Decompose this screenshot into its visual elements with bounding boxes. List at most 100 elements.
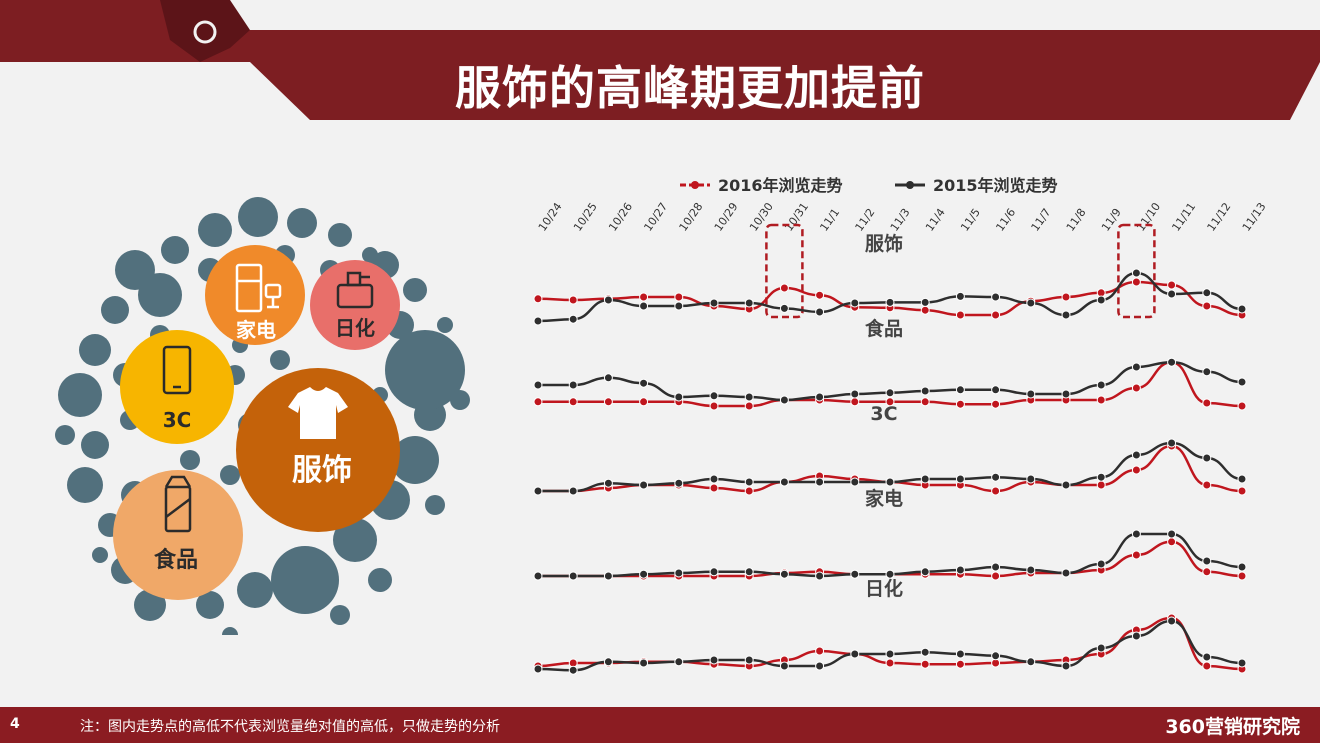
x-tick-label: 11/3 [888, 206, 913, 234]
data-point [603, 397, 613, 407]
decorative-dot [55, 425, 75, 445]
data-point [1061, 292, 1071, 302]
decorative-dot [220, 465, 240, 485]
data-point [920, 305, 930, 315]
data-point [744, 392, 754, 402]
data-point [850, 649, 860, 659]
data-point [850, 298, 860, 308]
data-point [603, 571, 613, 581]
decorative-dot [198, 213, 232, 247]
data-point [1202, 652, 1212, 662]
data-point [1202, 367, 1212, 377]
data-point [1237, 562, 1247, 572]
data-point [744, 401, 754, 411]
data-point [815, 661, 825, 671]
decorative-dot [287, 208, 317, 238]
data-point [639, 569, 649, 579]
decorative-dots [55, 197, 470, 635]
x-tick-label: 11/6 [993, 206, 1018, 234]
decorative-dot [270, 350, 290, 370]
chart-panel: 家电 [533, 487, 1247, 581]
data-point [533, 571, 543, 581]
decorative-dot [67, 467, 103, 503]
data-point [885, 388, 895, 398]
decorative-dot [180, 450, 200, 470]
data-point [1096, 643, 1106, 653]
page-number: 4 [10, 716, 20, 732]
decorative-dot [101, 296, 129, 324]
data-point [1026, 657, 1036, 667]
data-point [920, 297, 930, 307]
data-point [1202, 301, 1212, 311]
data-point [955, 291, 965, 301]
data-point [674, 657, 684, 667]
x-tick-label: 10/29 [712, 200, 741, 233]
decorative-dot [450, 390, 470, 410]
legend-item-2015: 2015年浏览走势 [895, 176, 1058, 195]
data-point [920, 647, 930, 657]
x-tick-label: 11/7 [1029, 206, 1054, 234]
x-axis-ticks: 10/24 10/25 10/26 10/27 10/28 10/29 10/30 10/31… [536, 200, 1269, 233]
data-point [1237, 401, 1247, 411]
data-point [1237, 304, 1247, 314]
hand-icon [160, 0, 250, 62]
data-point [1131, 362, 1141, 372]
data-point [744, 567, 754, 577]
data-point [1131, 465, 1141, 475]
data-point [1167, 616, 1177, 626]
data-point [639, 292, 649, 302]
data-point [1096, 559, 1106, 569]
data-point [1131, 550, 1141, 560]
data-point [1131, 450, 1141, 460]
data-point [991, 562, 1001, 572]
data-point [991, 486, 1001, 496]
data-point [920, 397, 930, 407]
x-tick-label: 10/24 [536, 200, 565, 233]
data-point [815, 477, 825, 487]
data-point [1202, 556, 1212, 566]
data-point [1131, 268, 1141, 278]
decorative-dot [58, 373, 102, 417]
panel-title: 家电 [865, 487, 903, 510]
footer-brand: 360营销研究院 [1165, 716, 1300, 738]
page-title: 服饰的高峰期更加提前 [455, 61, 925, 115]
data-point [1061, 568, 1071, 578]
data-point [709, 483, 719, 493]
data-point [603, 657, 613, 667]
decorative-dot [271, 546, 339, 614]
data-point [850, 477, 860, 487]
decorative-dot [161, 236, 189, 264]
data-point [955, 310, 965, 320]
data-point [744, 655, 754, 665]
data-point [533, 664, 543, 674]
data-point [1237, 658, 1247, 668]
chart-legend: 2016年浏览走势 2015年浏览走势 [680, 176, 1058, 195]
data-point [1202, 453, 1212, 463]
data-point [674, 568, 684, 578]
x-tick-label: 11/11 [1169, 200, 1198, 233]
x-tick-label: 10/25 [571, 200, 600, 233]
data-point [779, 661, 789, 671]
data-point [991, 399, 1001, 409]
data-point [815, 392, 825, 402]
panel-title: 服饰 [865, 232, 903, 255]
data-point [533, 486, 543, 496]
hand-ring-icon [193, 20, 217, 44]
category-bubble-cluster: 服饰 家电 日化 3C [55, 197, 470, 635]
panel-title: 食品 [865, 317, 903, 340]
decorative-dot [368, 568, 392, 592]
data-point [1202, 398, 1212, 408]
decorative-dot [437, 317, 453, 333]
data-point [1167, 529, 1177, 539]
data-point [603, 478, 613, 488]
bottle-icon [336, 271, 374, 309]
decorative-dot [222, 627, 238, 635]
decorative-dot [362, 247, 378, 263]
data-point [1167, 289, 1177, 299]
data-point [674, 478, 684, 488]
data-point [850, 569, 860, 579]
data-point [920, 567, 930, 577]
data-point [1131, 383, 1141, 393]
data-point [885, 477, 895, 487]
data-point [1167, 438, 1177, 448]
